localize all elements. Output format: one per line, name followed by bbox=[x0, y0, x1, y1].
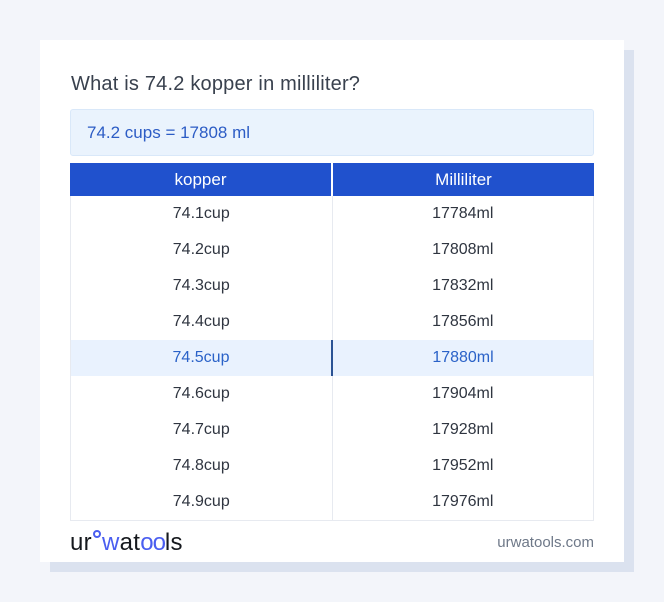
table-row[interactable]: 74.4cup 17856ml bbox=[71, 304, 593, 340]
milliliter-cell: 17904ml bbox=[331, 376, 594, 412]
milliliter-cell: 17880ml bbox=[331, 340, 593, 376]
kopper-cell: 74.8cup bbox=[172, 457, 230, 474]
kopper-cell: 74.5cup bbox=[172, 349, 230, 366]
logo-text-at: at bbox=[119, 528, 141, 556]
card-footer: ur watools urwatools.com bbox=[70, 521, 594, 562]
conversion-result-text: 74.2 cups = 17808 ml bbox=[87, 122, 251, 142]
logo-text-ls: ls bbox=[164, 528, 183, 556]
site-url: urwatools.com bbox=[497, 533, 594, 551]
milliliter-cell: 17928ml bbox=[331, 412, 594, 448]
urwatools-logo[interactable]: ur watools bbox=[70, 528, 183, 556]
table-row[interactable]: 74.5cup 17880ml bbox=[71, 340, 593, 376]
table-row[interactable]: 74.6cup 17904ml bbox=[71, 376, 593, 412]
page-title: What is 74.2 kopper in milliliter? bbox=[71, 73, 361, 95]
table-row[interactable]: 74.3cup 17832ml bbox=[71, 268, 593, 304]
logo-text-ur: ur bbox=[70, 528, 92, 556]
kopper-cell: 74.7cup bbox=[172, 421, 230, 438]
kopper-cell: 74.1cup bbox=[172, 205, 230, 222]
milliliter-cell: 17952ml bbox=[331, 448, 594, 484]
table-row[interactable]: 74.7cup 17928ml bbox=[71, 412, 593, 448]
kopper-cell: 74.4cup bbox=[172, 313, 230, 330]
converter-card: What is 74.2 kopper in milliliter? 74.2 … bbox=[40, 40, 624, 562]
table-row[interactable]: 74.8cup 17952ml bbox=[71, 448, 593, 484]
milliliter-cell: 17976ml bbox=[331, 484, 594, 520]
milliliter-cell: 17784ml bbox=[331, 196, 594, 232]
kopper-cell: 74.2cup bbox=[172, 241, 230, 258]
table-row[interactable]: 74.2cup 17808ml bbox=[71, 232, 593, 268]
kopper-cell: 74.3cup bbox=[172, 277, 230, 294]
table-body: 74.1cup 17784ml 74.2cup 17808ml 74.3cup 17832… bbox=[70, 196, 594, 521]
logo-text-oo: oo bbox=[140, 528, 166, 556]
table-row[interactable]: 74.9cup 17976ml bbox=[71, 484, 593, 520]
kopper-cell: 74.9cup bbox=[172, 493, 230, 510]
kopper-cell: 74.6cup bbox=[172, 385, 230, 402]
column-header-milliliter: Milliliter bbox=[331, 163, 594, 196]
milliliter-cell: 17808ml bbox=[331, 232, 594, 268]
milliliter-cell: 17856ml bbox=[331, 304, 594, 340]
table-header-row: kopper Milliliter bbox=[70, 163, 594, 196]
conversion-result-box: 74.2 cups = 17808 ml bbox=[70, 109, 594, 156]
milliliter-cell: 17832ml bbox=[331, 268, 594, 304]
logo-text-w: w bbox=[101, 528, 120, 556]
conversion-table: kopper Milliliter 74.1cup 17784ml 74.2cup 1… bbox=[70, 163, 594, 521]
table-row[interactable]: 74.1cup 17784ml bbox=[71, 196, 593, 232]
degree-circle-icon bbox=[92, 529, 101, 538]
column-header-kopper: kopper bbox=[174, 169, 227, 189]
